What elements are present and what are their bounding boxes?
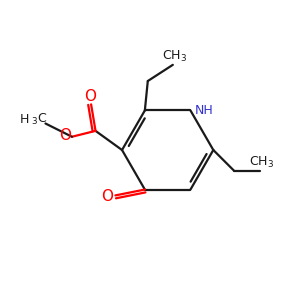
Text: CH$_3$: CH$_3$ [162,49,187,64]
Text: O: O [101,189,113,204]
Text: H: H [20,112,29,126]
Text: O: O [84,88,96,104]
Text: CH$_3$: CH$_3$ [249,155,274,170]
Text: NH: NH [195,104,214,117]
Text: O: O [59,128,71,143]
Text: $_3$C: $_3$C [31,112,47,127]
